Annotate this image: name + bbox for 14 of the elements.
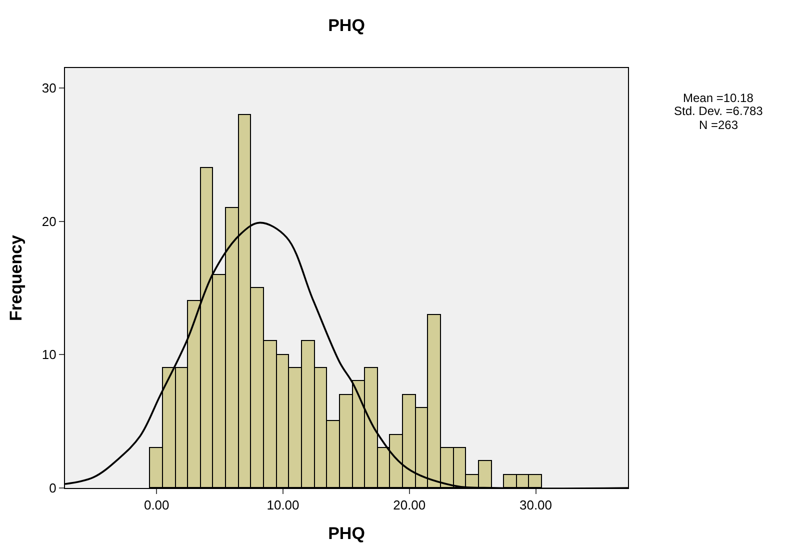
- text: Mean =10.18: [683, 91, 754, 105]
- x-tick-label: 20.00: [393, 498, 426, 513]
- y-tick-label: 10: [42, 347, 56, 362]
- x-tick-label: 10.00: [266, 498, 300, 513]
- x-axis-title: PHQ: [328, 524, 365, 543]
- text: Std. Dev. =6.783: [674, 104, 764, 118]
- y-tick-label: 0: [49, 480, 56, 496]
- y-tick-label: 20: [42, 214, 56, 229]
- chart-title: PHQ: [328, 16, 365, 36]
- y-tick-label: 30: [42, 80, 56, 96]
- text: N =263: [699, 118, 738, 132]
- x-tick-label: 30.00: [519, 498, 552, 513]
- x-tick-label: 0.00: [144, 498, 170, 513]
- y-axis-title: Frequency: [6, 234, 26, 321]
